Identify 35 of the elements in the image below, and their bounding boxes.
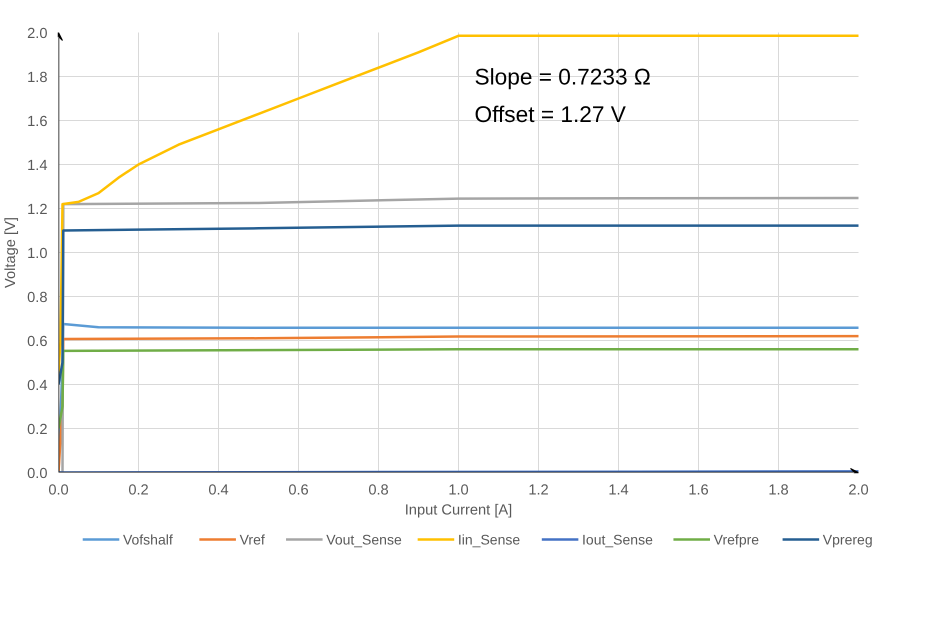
y-axis-title: Voltage [V]: [3, 217, 20, 288]
legend-label: Vout_Sense: [326, 532, 402, 548]
x-tick-label: 1.2: [528, 482, 549, 498]
y-tick-label: 1.6: [27, 114, 48, 130]
y-tick-label: 1.8: [27, 70, 48, 86]
x-tick-label: 0.0: [48, 482, 69, 498]
x-tick-label: 1.6: [688, 482, 709, 498]
x-tick-label: 2.0: [848, 482, 869, 498]
y-tick-label: 0.2: [27, 422, 48, 438]
x-tick-label: 0.4: [208, 482, 229, 498]
x-tick-label: 1.4: [608, 482, 629, 498]
y-tick-label: 2.0: [27, 26, 48, 42]
legend-label: Iin_Sense: [458, 532, 520, 548]
legend-label: Vref: [240, 532, 265, 548]
x-tick-label: 0.8: [368, 482, 389, 498]
y-tick-label: 0.4: [27, 378, 48, 394]
x-tick-label: 0.6: [288, 482, 309, 498]
y-tick-label: 0.6: [27, 334, 48, 350]
line-series: [58, 224, 858, 386]
y-tick-label: 1.2: [27, 202, 48, 218]
annotation: Offset = 1.27 V: [474, 101, 627, 128]
legend-label: Iout_Sense: [582, 532, 654, 548]
x-tick-label: 1.8: [768, 482, 789, 498]
y-tick-label: 0.8: [27, 290, 48, 306]
legend-label: Vofshalf: [122, 532, 173, 548]
x-tick-label: 0.2: [128, 482, 149, 498]
line-series: [58, 348, 858, 430]
y-tick-label: 1.0: [27, 246, 48, 262]
annotation: Slope = 0.7233 Ω: [474, 64, 651, 90]
x-tick-label: 1.0: [448, 482, 469, 498]
legend-label: Vprereg: [822, 532, 873, 548]
legend-label: Vrefpre: [714, 532, 760, 548]
x-axis-title: Input Current [A]: [404, 502, 512, 518]
y-tick-label: 1.4: [27, 158, 48, 174]
y-tick-label: 0.0: [27, 466, 48, 482]
